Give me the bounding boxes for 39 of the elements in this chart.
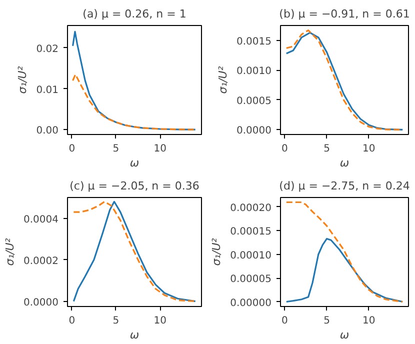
chart-title: (a) μ = 0.26, n = 1 [82, 8, 186, 20]
x-tick-label: 10 [362, 144, 376, 154]
y-tick-label: 0.00000 [230, 298, 272, 309]
y-tick-label: 0.00010 [230, 250, 272, 262]
y-tick-label: 0.0000 [24, 297, 59, 308]
x-tick-label: 0 [282, 144, 288, 154]
y-tick-label: 0.00020 [230, 202, 272, 214]
x-axis-title: ω [340, 156, 350, 170]
x-tick-label: 5 [324, 144, 330, 154]
x-axis-title: ω [130, 328, 140, 342]
x-tick-label: 5 [324, 316, 330, 326]
x-tick-label: 5 [112, 316, 120, 326]
x-tick-label: 0 [282, 316, 288, 326]
chart-title: (b) μ = −0.91, n = 0.61 [279, 8, 410, 20]
y-axis-title: σ₁/U² [4, 238, 17, 266]
y-tick-label: 0.00015 [230, 226, 272, 238]
y-tick-label: 0.00005 [230, 274, 272, 286]
chart-title: (c) μ = −2.05, n = 0.36 [70, 180, 200, 192]
y-tick-label: 0.0010 [236, 66, 272, 78]
x-tick-label: 10 [154, 144, 166, 154]
y-axis-title: σ₁/U² [16, 66, 30, 94]
y-tick-label: 0.0005 [236, 96, 272, 107]
x-tick-label: 5 [112, 144, 120, 154]
x-axis-title: ω [130, 156, 140, 170]
y-tick-label: 0.0015 [236, 36, 272, 48]
y-tick-label: 0.0002 [24, 256, 59, 267]
chart-title: (d) μ = −2.75, n = 0.24 [279, 180, 410, 192]
y-tick-label: 0.0000 [236, 126, 272, 137]
y-axis-title: σ₁/U² [210, 238, 224, 266]
y-tick-label: 0.01 [36, 84, 58, 96]
x-tick-label: 0 [68, 316, 76, 326]
x-tick-label: 10 [154, 316, 166, 326]
y-axis-title: σ₁/U² [216, 66, 230, 94]
x-tick-label: 0 [68, 144, 76, 154]
y-tick-label: 0.0004 [24, 214, 59, 226]
y-tick-label: 0.02 [36, 44, 58, 55]
y-tick-label: 0.00 [36, 126, 58, 137]
x-tick-label: 10 [362, 316, 376, 326]
x-axis-title: ω [340, 328, 350, 342]
